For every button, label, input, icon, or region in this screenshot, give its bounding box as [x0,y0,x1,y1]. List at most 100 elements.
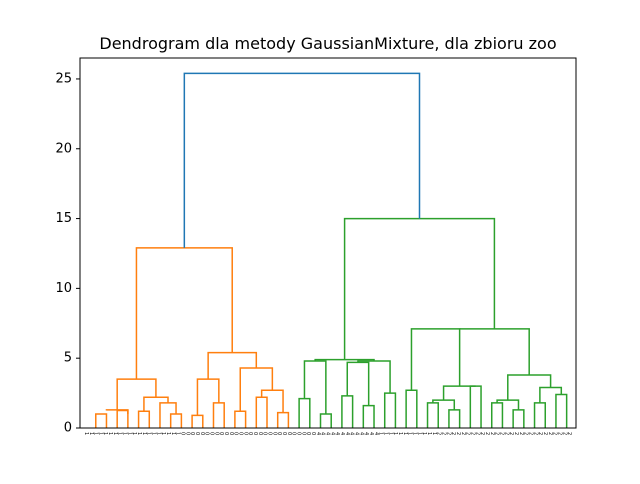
leaf-label: 2 [508,432,514,435]
leaf-label: 0 [233,432,239,435]
leaf-label: 4 [325,432,331,435]
leaf-label: 4 [363,432,369,435]
dendrogram-link [496,399,520,410]
y-axis: 0 5 10 15 20 25 [55,71,80,436]
leaf-label: 0 [209,432,215,435]
dendrogram-link [442,385,476,401]
leaf-label: 0 [213,432,219,435]
leaf-label: 0 [189,432,195,435]
dendrogram-link [343,217,496,360]
leaf-label: 4 [315,432,321,435]
dendrogram-link [255,396,268,428]
leaf-labels: 1111111111111111111100000000000000000000… [83,432,572,435]
leaf-label: 2 [518,432,524,435]
leaf-label: 0 [310,432,316,435]
leaf-label: 1 [416,432,422,435]
leaf-label: 2 [484,432,490,435]
leaf-label: 1 [136,432,142,435]
leaf-label: 0 [262,432,268,435]
leaf-label: 1 [141,432,147,435]
leaf-label: 4 [358,432,364,435]
leaf-label: 1 [387,432,393,435]
leaf-label: 1 [117,432,123,435]
leaf-label: 1 [426,432,432,435]
leaf-label: 1 [151,432,157,435]
leaf-label: 2 [489,432,495,435]
leaf-label: 1 [378,432,384,435]
leaf-label: 2 [445,432,451,435]
dendrogram-link [383,392,397,428]
leaf-label: 1 [131,432,137,435]
leaf-label: 0 [286,432,292,435]
dendrogram-link [533,402,546,428]
leaf-label: 4 [320,432,326,435]
y-tick-label: 20 [55,141,72,156]
dendrogram-link [207,351,258,380]
leaf-label: 1 [175,432,181,435]
leaf-label: 0 [305,432,311,435]
leaf-label: 2 [474,432,480,435]
leaf-label: 2 [469,432,475,435]
leaf-label: 0 [247,432,253,435]
dendrogram-link [116,409,129,428]
dendrogram-link [95,413,108,428]
dendrogram-link [512,409,525,428]
leaf-label: 0 [271,432,277,435]
leaf-label: 0 [276,432,282,435]
dendrogram-link [459,328,530,341]
chart-title: Dendrogram dla metody GaussianMixture, d… [99,34,556,53]
leaf-label: 0 [242,432,248,435]
leaf-label: 4 [344,432,350,435]
leaf-label: 4 [373,432,379,435]
dendrogram-link [276,411,290,428]
dendrogram-link [212,402,225,428]
leaf-label: 1 [97,432,103,435]
dendrogram-link [357,360,391,394]
leaf-label: 4 [353,432,359,435]
leaf-label: 1 [160,432,166,435]
leaf-label: 2 [547,432,553,435]
dendrogram-link [159,402,177,428]
leaf-label: 1 [382,432,388,435]
leaf-label: 1 [102,432,108,435]
y-tick-label: 15 [55,211,72,226]
dendrogram-link [341,395,354,428]
dendrogram-link [137,410,151,428]
leaf-label: 4 [339,432,345,435]
leaf-label: 2 [479,432,485,435]
leaf-label: 0 [199,432,205,435]
leaf-label: 4 [334,432,340,435]
leaf-label: 0 [296,432,302,435]
leaf-label: 4 [329,432,335,435]
leaf-label: 2 [498,432,504,435]
leaf-label: 0 [281,432,287,435]
leaf-label: 1 [112,432,118,435]
leaf-label: 2 [527,432,533,435]
leaf-label: 0 [257,432,263,435]
leaf-label: 0 [300,432,306,435]
leaf-label: 1 [392,432,398,435]
leaf-label: 1 [407,432,413,435]
leaf-label: 2 [450,432,456,435]
dendrogram-link [432,399,456,410]
leaf-label: 1 [402,432,408,435]
leaf-label: 2 [455,432,461,435]
dendrogram-link [555,393,568,428]
leaf-label: 2 [537,432,543,435]
leaf-label: 1 [93,432,99,435]
leaf-label: 2 [513,432,519,435]
dendrogram-link [234,410,247,428]
dendrogram-link [405,389,418,428]
dendrogram-link [196,378,220,416]
leaf-label: 2 [552,432,558,435]
leaf-label: 1 [83,432,89,435]
leaf-label: 2 [440,432,446,435]
leaf-label: 2 [561,432,567,435]
leaf-label: 2 [566,432,572,435]
leaf-label: 2 [465,432,471,435]
leaf-label: 1 [88,432,94,435]
dendrogram-link [135,247,233,380]
leaf-label: 0 [238,432,244,435]
leaf-label: 0 [223,432,229,435]
